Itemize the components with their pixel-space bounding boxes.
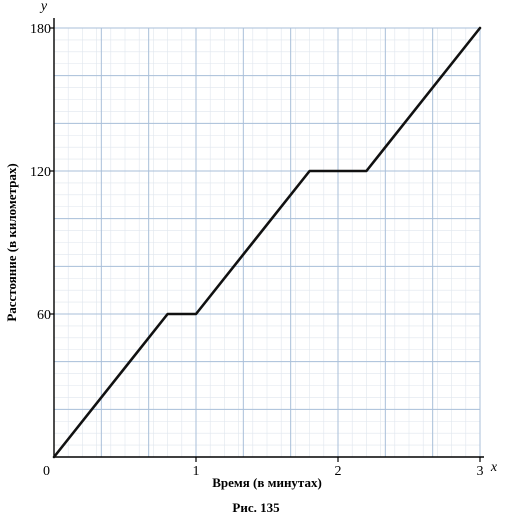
grid-minor bbox=[53, 27, 481, 458]
y-tick-label: 180 bbox=[30, 22, 51, 37]
x-tick-label: 1 bbox=[193, 464, 200, 479]
y-axis-letter: y bbox=[39, 0, 48, 14]
x-axis-title: Время (в минутах) bbox=[212, 475, 322, 490]
y-tick-label: 60 bbox=[37, 308, 51, 323]
y-tick-label: 120 bbox=[30, 165, 51, 180]
series-line-0 bbox=[52, 26, 482, 459]
x-axis-letter: x bbox=[490, 460, 498, 475]
tick-labels: 1 2 3 60 120 180 bbox=[30, 22, 484, 479]
figure-caption: Рис. 135 bbox=[232, 500, 280, 515]
x-tick-label: 2 bbox=[335, 464, 342, 479]
origin-label: 0 bbox=[43, 464, 50, 479]
x-tick-label: 3 bbox=[477, 464, 484, 479]
axes bbox=[53, 18, 484, 458]
series-layer bbox=[52, 26, 482, 459]
y-axis-title: Расстояние (в километрах) bbox=[4, 163, 19, 321]
